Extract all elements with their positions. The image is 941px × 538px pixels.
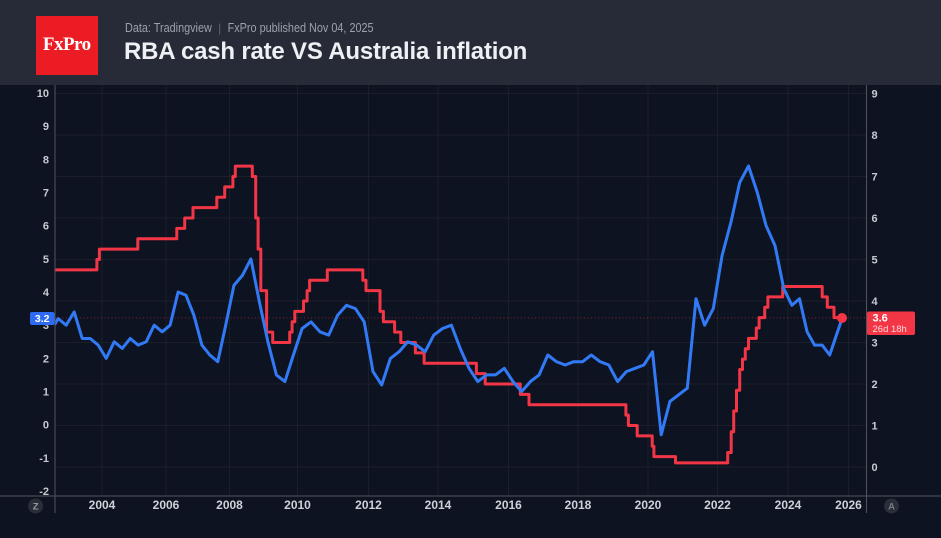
- svg-text:2020: 2020: [635, 498, 662, 512]
- svg-text:0: 0: [43, 420, 49, 432]
- svg-text:2012: 2012: [355, 498, 382, 512]
- svg-text:2022: 2022: [704, 498, 731, 512]
- svg-text:8: 8: [43, 154, 49, 166]
- svg-text:8: 8: [872, 130, 878, 142]
- svg-text:2: 2: [43, 353, 49, 365]
- svg-text:Z: Z: [33, 502, 39, 513]
- svg-text:1: 1: [43, 387, 49, 399]
- svg-text:6: 6: [43, 221, 49, 233]
- svg-text:3.2: 3.2: [35, 313, 50, 325]
- svg-text:2010: 2010: [284, 498, 311, 512]
- svg-text:9: 9: [872, 89, 878, 101]
- svg-text:2024: 2024: [775, 498, 802, 512]
- svg-text:2004: 2004: [89, 498, 116, 512]
- svg-text:-1: -1: [39, 453, 49, 465]
- svg-text:2006: 2006: [153, 498, 180, 512]
- svg-text:26d 18h: 26d 18h: [873, 324, 907, 335]
- svg-text:2008: 2008: [216, 498, 243, 512]
- svg-text:2: 2: [872, 379, 878, 391]
- svg-text:6: 6: [872, 213, 878, 225]
- svg-text:0: 0: [872, 462, 878, 474]
- svg-text:-2: -2: [39, 486, 49, 498]
- svg-text:10: 10: [37, 88, 49, 100]
- svg-text:5: 5: [872, 255, 878, 267]
- svg-text:2026: 2026: [835, 498, 862, 512]
- svg-text:7: 7: [43, 188, 49, 200]
- svg-text:5: 5: [43, 254, 49, 266]
- svg-text:2016: 2016: [495, 498, 522, 512]
- svg-text:3.6: 3.6: [873, 313, 888, 325]
- svg-text:9: 9: [43, 121, 49, 133]
- svg-text:3: 3: [872, 338, 878, 350]
- svg-text:1: 1: [872, 421, 878, 433]
- svg-text:4: 4: [872, 296, 879, 308]
- svg-text:2018: 2018: [565, 498, 592, 512]
- svg-text:A: A: [888, 502, 895, 513]
- svg-text:2014: 2014: [425, 498, 452, 512]
- svg-text:4: 4: [43, 287, 50, 299]
- svg-text:3: 3: [43, 320, 49, 332]
- svg-text:7: 7: [872, 172, 878, 184]
